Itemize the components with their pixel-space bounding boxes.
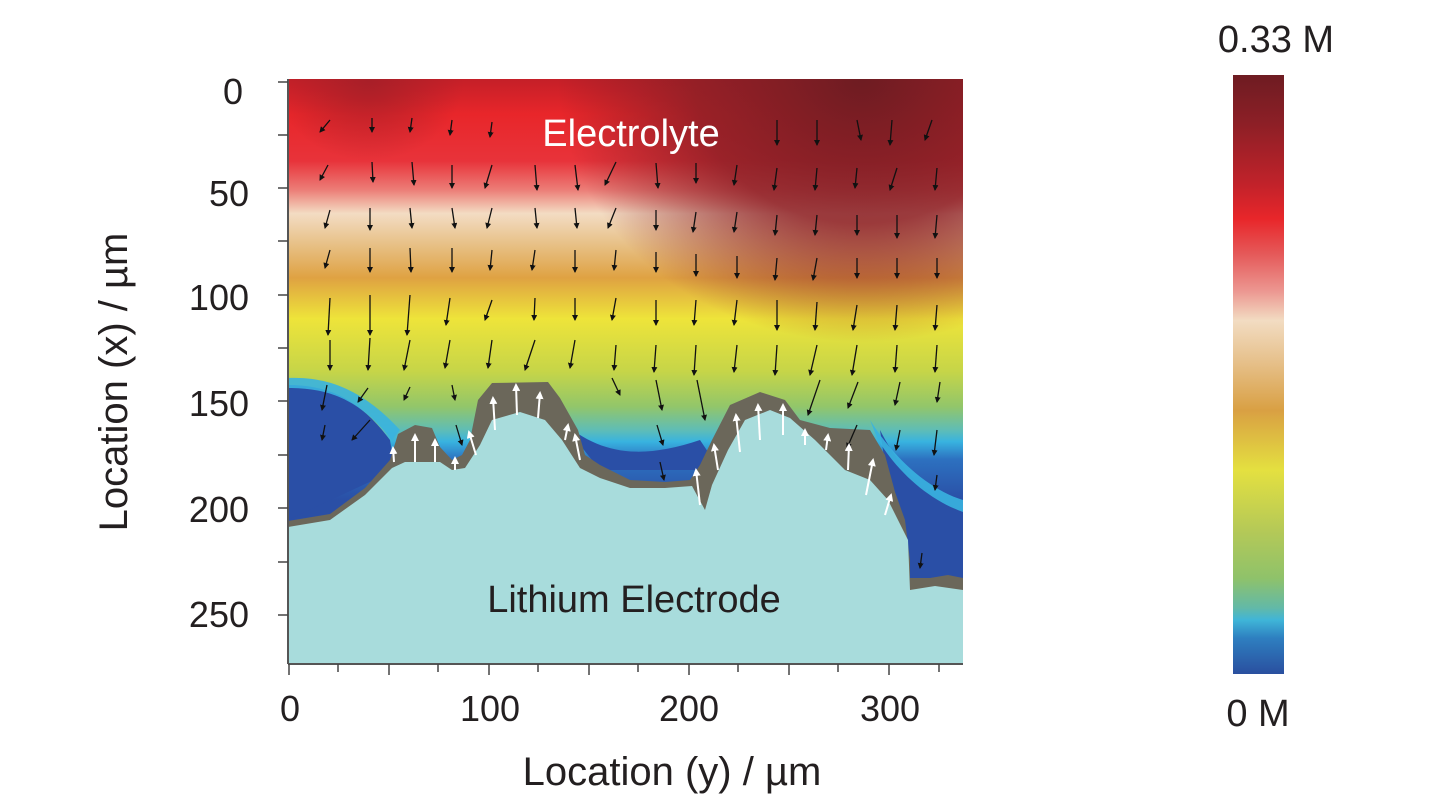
y-tick-label: 150 <box>189 383 249 424</box>
x-tick-label: 0 <box>280 688 300 729</box>
x-axis-ticks <box>288 664 940 675</box>
colorbar-min-label: 0 M <box>1226 693 1289 735</box>
x-tick-label: 100 <box>460 688 520 729</box>
colorbar-gradient <box>1233 75 1284 674</box>
y-tick-label: 250 <box>189 594 249 635</box>
y-tick-labels: 0 50 100 150 200 250 <box>189 71 249 635</box>
colorbar: 0.33 M 0 M <box>1218 19 1334 735</box>
x-tick-label: 200 <box>659 688 719 729</box>
flux-arrows-electrolyte <box>319 117 941 569</box>
plot-area <box>288 79 963 664</box>
y-axis-ticks <box>278 81 288 616</box>
x-tick-labels: 0 100 200 300 <box>280 688 920 729</box>
colorbar-max-label: 0.33 M <box>1218 19 1334 61</box>
x-tick-label: 300 <box>860 688 920 729</box>
y-tick-label: 50 <box>209 173 249 214</box>
y-tick-label: 100 <box>189 277 249 318</box>
lithium-electrode-region <box>288 410 963 664</box>
x-axis-title: Location (y) / µm <box>523 750 822 794</box>
y-tick-label: 200 <box>189 489 249 530</box>
y-tick-label: 0 <box>223 71 243 112</box>
lithium-electrode-label: Lithium Electrode <box>487 579 781 621</box>
y-axis-title: Location (x) / µm <box>92 233 136 532</box>
growth-arrows-surface <box>389 383 894 516</box>
electrolyte-label: Electrolyte <box>542 113 719 155</box>
